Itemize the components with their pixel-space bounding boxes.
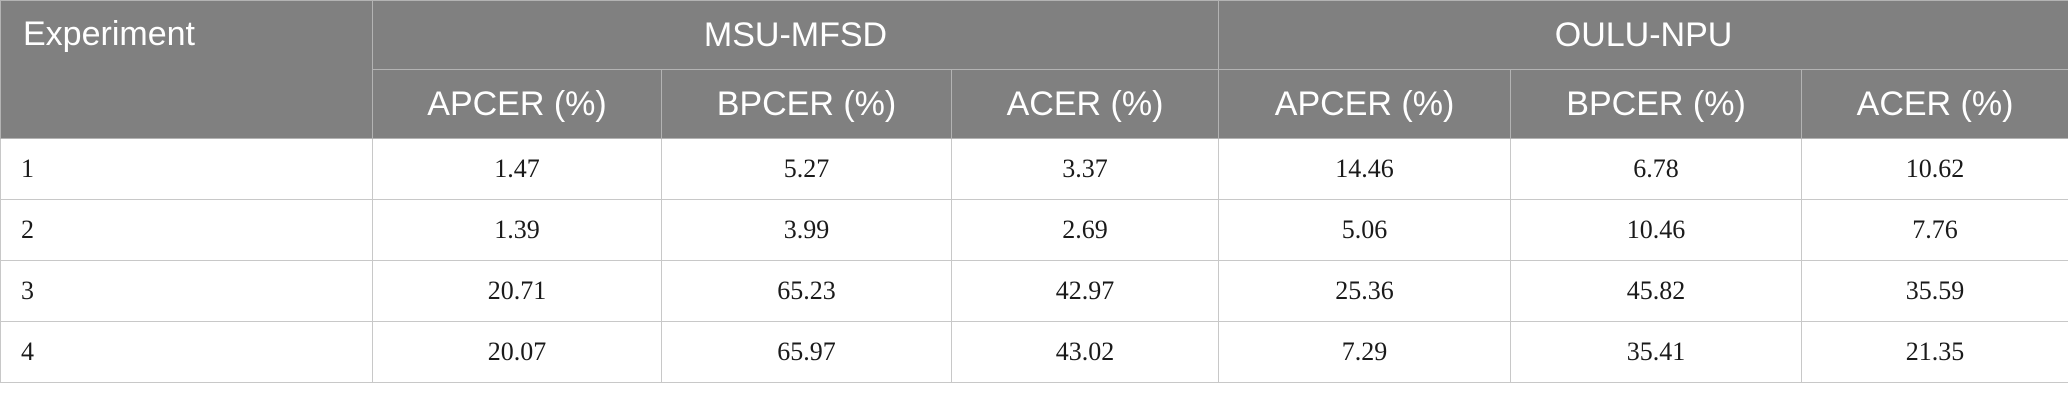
msu-acer-header: ACER (%)	[950, 69, 1220, 139]
msu-apcer-cell: 20.71	[372, 260, 662, 322]
oulu-acer-header: ACER (%)	[1801, 69, 2068, 139]
table-body: 1 1.47 5.27 3.37 14.46 6.78 10.62 2 1.39…	[0, 138, 2068, 383]
oulu-apcer-cell: 25.36	[1218, 260, 1512, 322]
experiment-header: Experiment	[0, 0, 373, 139]
table-row: 4 20.07 65.97 43.02 7.29 35.41 21.35	[0, 321, 2068, 383]
msu-acer-cell: 42.97	[950, 260, 1220, 322]
msu-bpcer-cell: 3.99	[661, 199, 952, 261]
table-row: 1 1.47 5.27 3.37 14.46 6.78 10.62	[0, 138, 2068, 200]
msu-bpcer-header: BPCER (%)	[661, 69, 952, 139]
msu-apcer-cell: 1.47	[372, 138, 662, 200]
oulu-apcer-header: APCER (%)	[1218, 69, 1512, 139]
msu-mfsd-group-header: MSU-MFSD	[371, 0, 1220, 70]
oulu-acer-cell: 21.35	[1801, 321, 2068, 383]
experiment-cell: 3	[0, 260, 373, 322]
msu-acer-cell: 2.69	[950, 199, 1220, 261]
experiment-cell: 4	[0, 321, 373, 383]
oulu-acer-cell: 10.62	[1801, 138, 2068, 200]
msu-acer-cell: 3.37	[950, 138, 1220, 200]
oulu-bpcer-cell: 35.41	[1510, 321, 1803, 383]
msu-apcer-cell: 20.07	[372, 321, 662, 383]
oulu-apcer-cell: 7.29	[1218, 321, 1512, 383]
msu-bpcer-cell: 5.27	[661, 138, 952, 200]
experiment-cell: 1	[0, 138, 373, 200]
experiment-cell: 2	[0, 199, 373, 261]
msu-bpcer-cell: 65.23	[661, 260, 952, 322]
metric-header-row: APCER (%) BPCER (%) ACER (%) APCER (%) B…	[1, 69, 2068, 139]
msu-apcer-cell: 1.39	[372, 199, 662, 261]
oulu-apcer-cell: 14.46	[1218, 138, 1512, 200]
table-row: 3 20.71 65.23 42.97 25.36 45.82 35.59	[0, 260, 2068, 322]
table-header: Experiment MSU-MFSD OULU-NPU APCER (%) B…	[0, 0, 2068, 139]
msu-acer-cell: 43.02	[950, 321, 1220, 383]
group-header-row: Experiment MSU-MFSD OULU-NPU	[0, 0, 2068, 139]
oulu-apcer-cell: 5.06	[1218, 199, 1512, 261]
table-row: 2 1.39 3.99 2.69 5.06 10.46 7.76	[0, 199, 2068, 261]
results-table: Experiment MSU-MFSD OULU-NPU APCER (%) B…	[0, 0, 2068, 383]
oulu-bpcer-header: BPCER (%)	[1510, 69, 1803, 139]
oulu-bpcer-cell: 45.82	[1510, 260, 1803, 322]
msu-bpcer-cell: 65.97	[661, 321, 952, 383]
oulu-bpcer-cell: 6.78	[1510, 138, 1803, 200]
oulu-acer-cell: 7.76	[1801, 199, 2068, 261]
oulu-npu-group-header: OULU-NPU	[1218, 0, 2068, 70]
oulu-acer-cell: 35.59	[1801, 260, 2068, 322]
oulu-bpcer-cell: 10.46	[1510, 199, 1803, 261]
msu-apcer-header: APCER (%)	[372, 69, 662, 139]
